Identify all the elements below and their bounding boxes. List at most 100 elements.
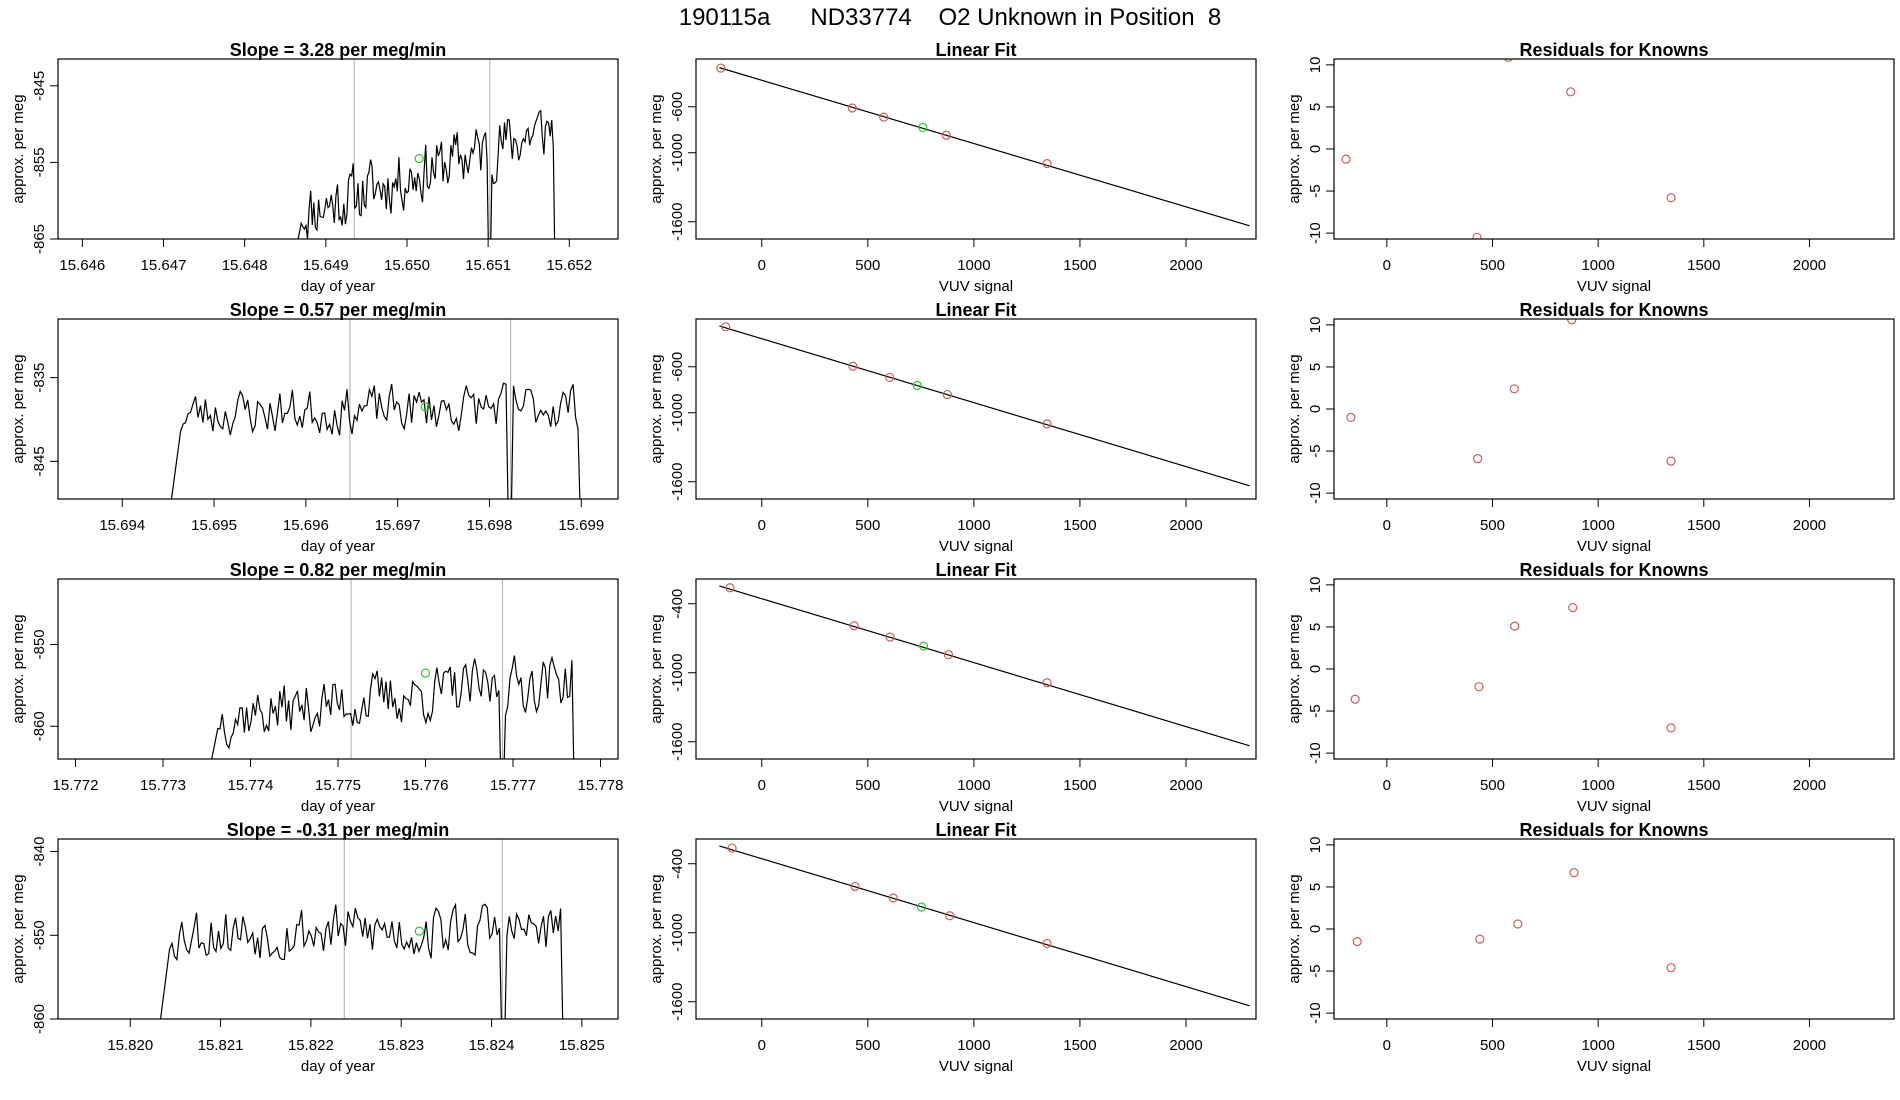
- plot-area: [159, 839, 564, 1019]
- panel-title: Linear Fit: [935, 820, 1016, 840]
- panel-title: Slope = 0.57 per meg/min: [230, 300, 447, 320]
- x-tick-label: 500: [855, 1037, 880, 1054]
- y-tick-label: -1000: [669, 394, 686, 432]
- residuals-panel-row-2: Residuals for Knowns VUV signal approx. pe…: [1286, 300, 1895, 555]
- y-tick-label: -860: [31, 711, 48, 741]
- y-tick-label: -1000: [669, 654, 686, 692]
- x-tick-label: 500: [855, 257, 880, 274]
- y-tick-label: 10: [1307, 837, 1324, 854]
- unknown-point: [414, 153, 424, 164]
- plot-frame: [1333, 838, 1895, 1020]
- time-series-panel-row-3: Slope = 0.82 per meg/min day of year appro…: [10, 560, 623, 815]
- residual-point: [1566, 87, 1576, 97]
- known-point: [721, 322, 731, 332]
- y-tick-label: -10: [1307, 742, 1324, 764]
- known-point: [945, 911, 955, 921]
- y-tick-label: -10: [1307, 1002, 1324, 1024]
- known-point: [1042, 158, 1052, 169]
- y-tick-label: -5: [1307, 704, 1324, 717]
- y-axis-label: approx. per meg: [648, 614, 665, 723]
- known-point: [1042, 678, 1052, 688]
- plot-frame: [1333, 578, 1895, 760]
- x-tick-label: 0: [758, 517, 766, 534]
- x-tick-label: 15.825: [559, 1037, 605, 1054]
- panel-title: Linear Fit: [935, 300, 1016, 320]
- known-point: [849, 621, 859, 631]
- x-tick-label: 1000: [957, 1037, 990, 1054]
- y-tick-label: -1600: [669, 723, 686, 761]
- figure-title: 190115a ND33774 O2 Unknown in Position 8: [678, 4, 1222, 31]
- residual-point: [1666, 193, 1676, 203]
- plot-area: [716, 63, 1250, 227]
- x-tick-label: 2000: [1169, 517, 1202, 534]
- y-tick-label: 10: [1307, 577, 1324, 594]
- y-tick-label: -850: [31, 629, 48, 659]
- x-tick-label: 15.697: [375, 517, 421, 534]
- x-tick-label: 15.824: [469, 1037, 515, 1054]
- unknown-point: [916, 902, 927, 912]
- time-series-line: [170, 382, 581, 499]
- known-point: [727, 843, 737, 853]
- y-axis-label: approx. per meg: [648, 874, 665, 983]
- y-axis-label: approx. per meg: [1286, 94, 1303, 203]
- plot-area: [1350, 602, 1676, 733]
- y-tick-label: 5: [1307, 883, 1324, 891]
- residuals-panel-row-3: Residuals for Knowns VUV signal approx. pe…: [1286, 560, 1895, 815]
- x-tick-label: 1000: [957, 777, 990, 794]
- linear-fit-panel-row-4: Linear Fit VUV signal approx. per meg 0 500 1…: [648, 820, 1257, 1075]
- residual-point: [1341, 154, 1351, 164]
- x-tick-label: 0: [758, 1037, 766, 1054]
- x-tick-label: 1000: [1581, 777, 1614, 794]
- x-tick-label: 2000: [1793, 257, 1826, 274]
- x-tick-label: 15.694: [99, 517, 145, 534]
- y-tick-label: -10: [1307, 222, 1324, 244]
- x-tick-label: 1500: [1063, 777, 1096, 794]
- y-axis-label: approx. per meg: [10, 354, 27, 463]
- x-tick-label: 15.774: [228, 777, 274, 794]
- y-tick-label: -400: [669, 849, 686, 879]
- time-series-panel-row-4: Slope = -0.31 per meg/min day of year appr…: [10, 820, 619, 1075]
- y-tick-label: -10: [1307, 482, 1324, 504]
- residual-point: [1475, 934, 1485, 944]
- x-tick-label: 1500: [1687, 777, 1720, 794]
- panel-title: Linear Fit: [935, 40, 1016, 60]
- y-tick-label: -600: [669, 92, 686, 122]
- x-tick-label: 500: [1480, 517, 1505, 534]
- x-axis-label: VUV signal: [939, 798, 1013, 815]
- x-tick-label: 500: [1480, 257, 1505, 274]
- plot-area: [719, 843, 1250, 1007]
- x-tick-label: 15.823: [378, 1037, 424, 1054]
- plot-frame: [1333, 58, 1895, 240]
- x-axis-label: day of year: [301, 278, 375, 295]
- residual-point: [1666, 456, 1676, 466]
- x-tick-label: 1500: [1063, 257, 1096, 274]
- unknown-point: [414, 926, 424, 936]
- x-tick-label: 1500: [1687, 257, 1720, 274]
- x-axis-label: day of year: [301, 1058, 375, 1075]
- time-series-line: [211, 655, 575, 759]
- y-tick-label: -400: [669, 589, 686, 619]
- y-tick-label: 5: [1307, 363, 1324, 371]
- y-axis-label: approx. per meg: [1286, 354, 1303, 463]
- fit-line: [719, 845, 1250, 1007]
- y-tick-label: -865: [31, 224, 48, 254]
- x-tick-label: 0: [1383, 777, 1391, 794]
- x-tick-label: 0: [1383, 517, 1391, 534]
- plot-area: [1346, 319, 1676, 466]
- y-tick-label: -845: [31, 446, 48, 476]
- known-point: [847, 103, 857, 113]
- x-tick-label: 1500: [1687, 1037, 1720, 1054]
- y-tick-label: 10: [1307, 317, 1324, 334]
- plot-frame: [57, 318, 619, 500]
- x-axis-label: VUV signal: [939, 538, 1013, 555]
- fit-line: [719, 585, 1250, 747]
- plot-frame: [695, 578, 1257, 760]
- x-tick-label: 2000: [1793, 777, 1826, 794]
- x-tick-label: 15.652: [546, 257, 592, 274]
- linear-fit-panel-row-1: Linear Fit VUV signal approx. per meg 0 500 1…: [648, 40, 1257, 295]
- residual-point: [1509, 384, 1519, 394]
- time-series-line: [159, 902, 564, 1019]
- panel-title: Slope = 0.82 per meg/min: [230, 560, 447, 580]
- y-tick-label: -840: [31, 837, 48, 867]
